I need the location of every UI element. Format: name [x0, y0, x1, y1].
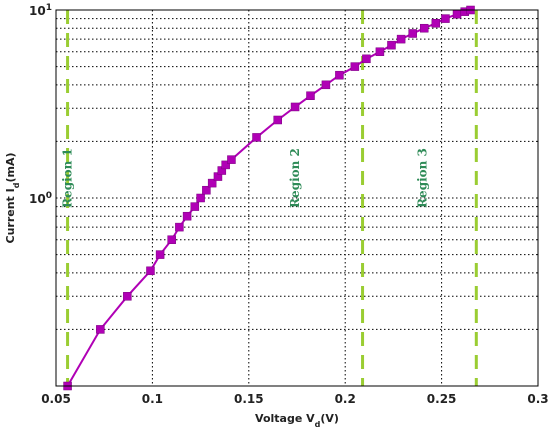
- y-tick-label: 100: [29, 191, 52, 206]
- data-point: [387, 40, 396, 50]
- data-point: [396, 34, 406, 44]
- data-point: [221, 160, 230, 170]
- region-label: Region 2: [288, 148, 302, 208]
- series-line: [66, 9, 471, 387]
- y-axis-title: Current Id(mA): [4, 153, 21, 244]
- plot-frame: [55, 9, 539, 387]
- data-point: [96, 325, 105, 334]
- data-point: [375, 47, 385, 56]
- data-point: [175, 222, 184, 232]
- data-point: [321, 80, 331, 90]
- x-tick-label: 0.05: [41, 392, 71, 406]
- data-point: [408, 29, 417, 38]
- data-point: [452, 9, 462, 19]
- data-point: [273, 115, 282, 125]
- data-point: [190, 202, 200, 211]
- data-point: [441, 14, 450, 23]
- data-point: [431, 19, 441, 28]
- region-layer: Region 1 Region 2 Region 3: [61, 10, 478, 386]
- region-label: Region 3: [415, 148, 429, 208]
- y-tick-label: 101: [29, 3, 52, 18]
- data-point: [419, 23, 429, 33]
- data-point: [123, 292, 132, 301]
- x-tick-label: 0.25: [427, 392, 457, 406]
- data-point: [202, 185, 211, 195]
- x-tick-label: 0.2: [335, 392, 356, 406]
- data-point: [350, 62, 360, 71]
- data-point: [290, 102, 300, 112]
- data-point: [155, 250, 165, 259]
- data-point: [146, 266, 155, 276]
- region-label: Region 1: [61, 148, 75, 208]
- x-tick-label: 0.1: [142, 392, 163, 406]
- data-point: [196, 193, 205, 203]
- x-tick-label: 0.15: [234, 392, 264, 406]
- data-point: [252, 133, 261, 142]
- x-tick-label: 0.3: [527, 392, 548, 406]
- data-point: [167, 235, 176, 244]
- data-point: [362, 54, 371, 64]
- x-axis-title: Voltage Vd(V): [255, 412, 339, 429]
- data-point: [207, 178, 217, 188]
- data-point: [227, 155, 236, 164]
- data-point: [182, 211, 192, 221]
- tick-layer: 0.05 0.1 0.15 0.2 0.25 0.3 100 101: [29, 3, 549, 406]
- data-point: [306, 91, 315, 100]
- data-point: [335, 70, 344, 80]
